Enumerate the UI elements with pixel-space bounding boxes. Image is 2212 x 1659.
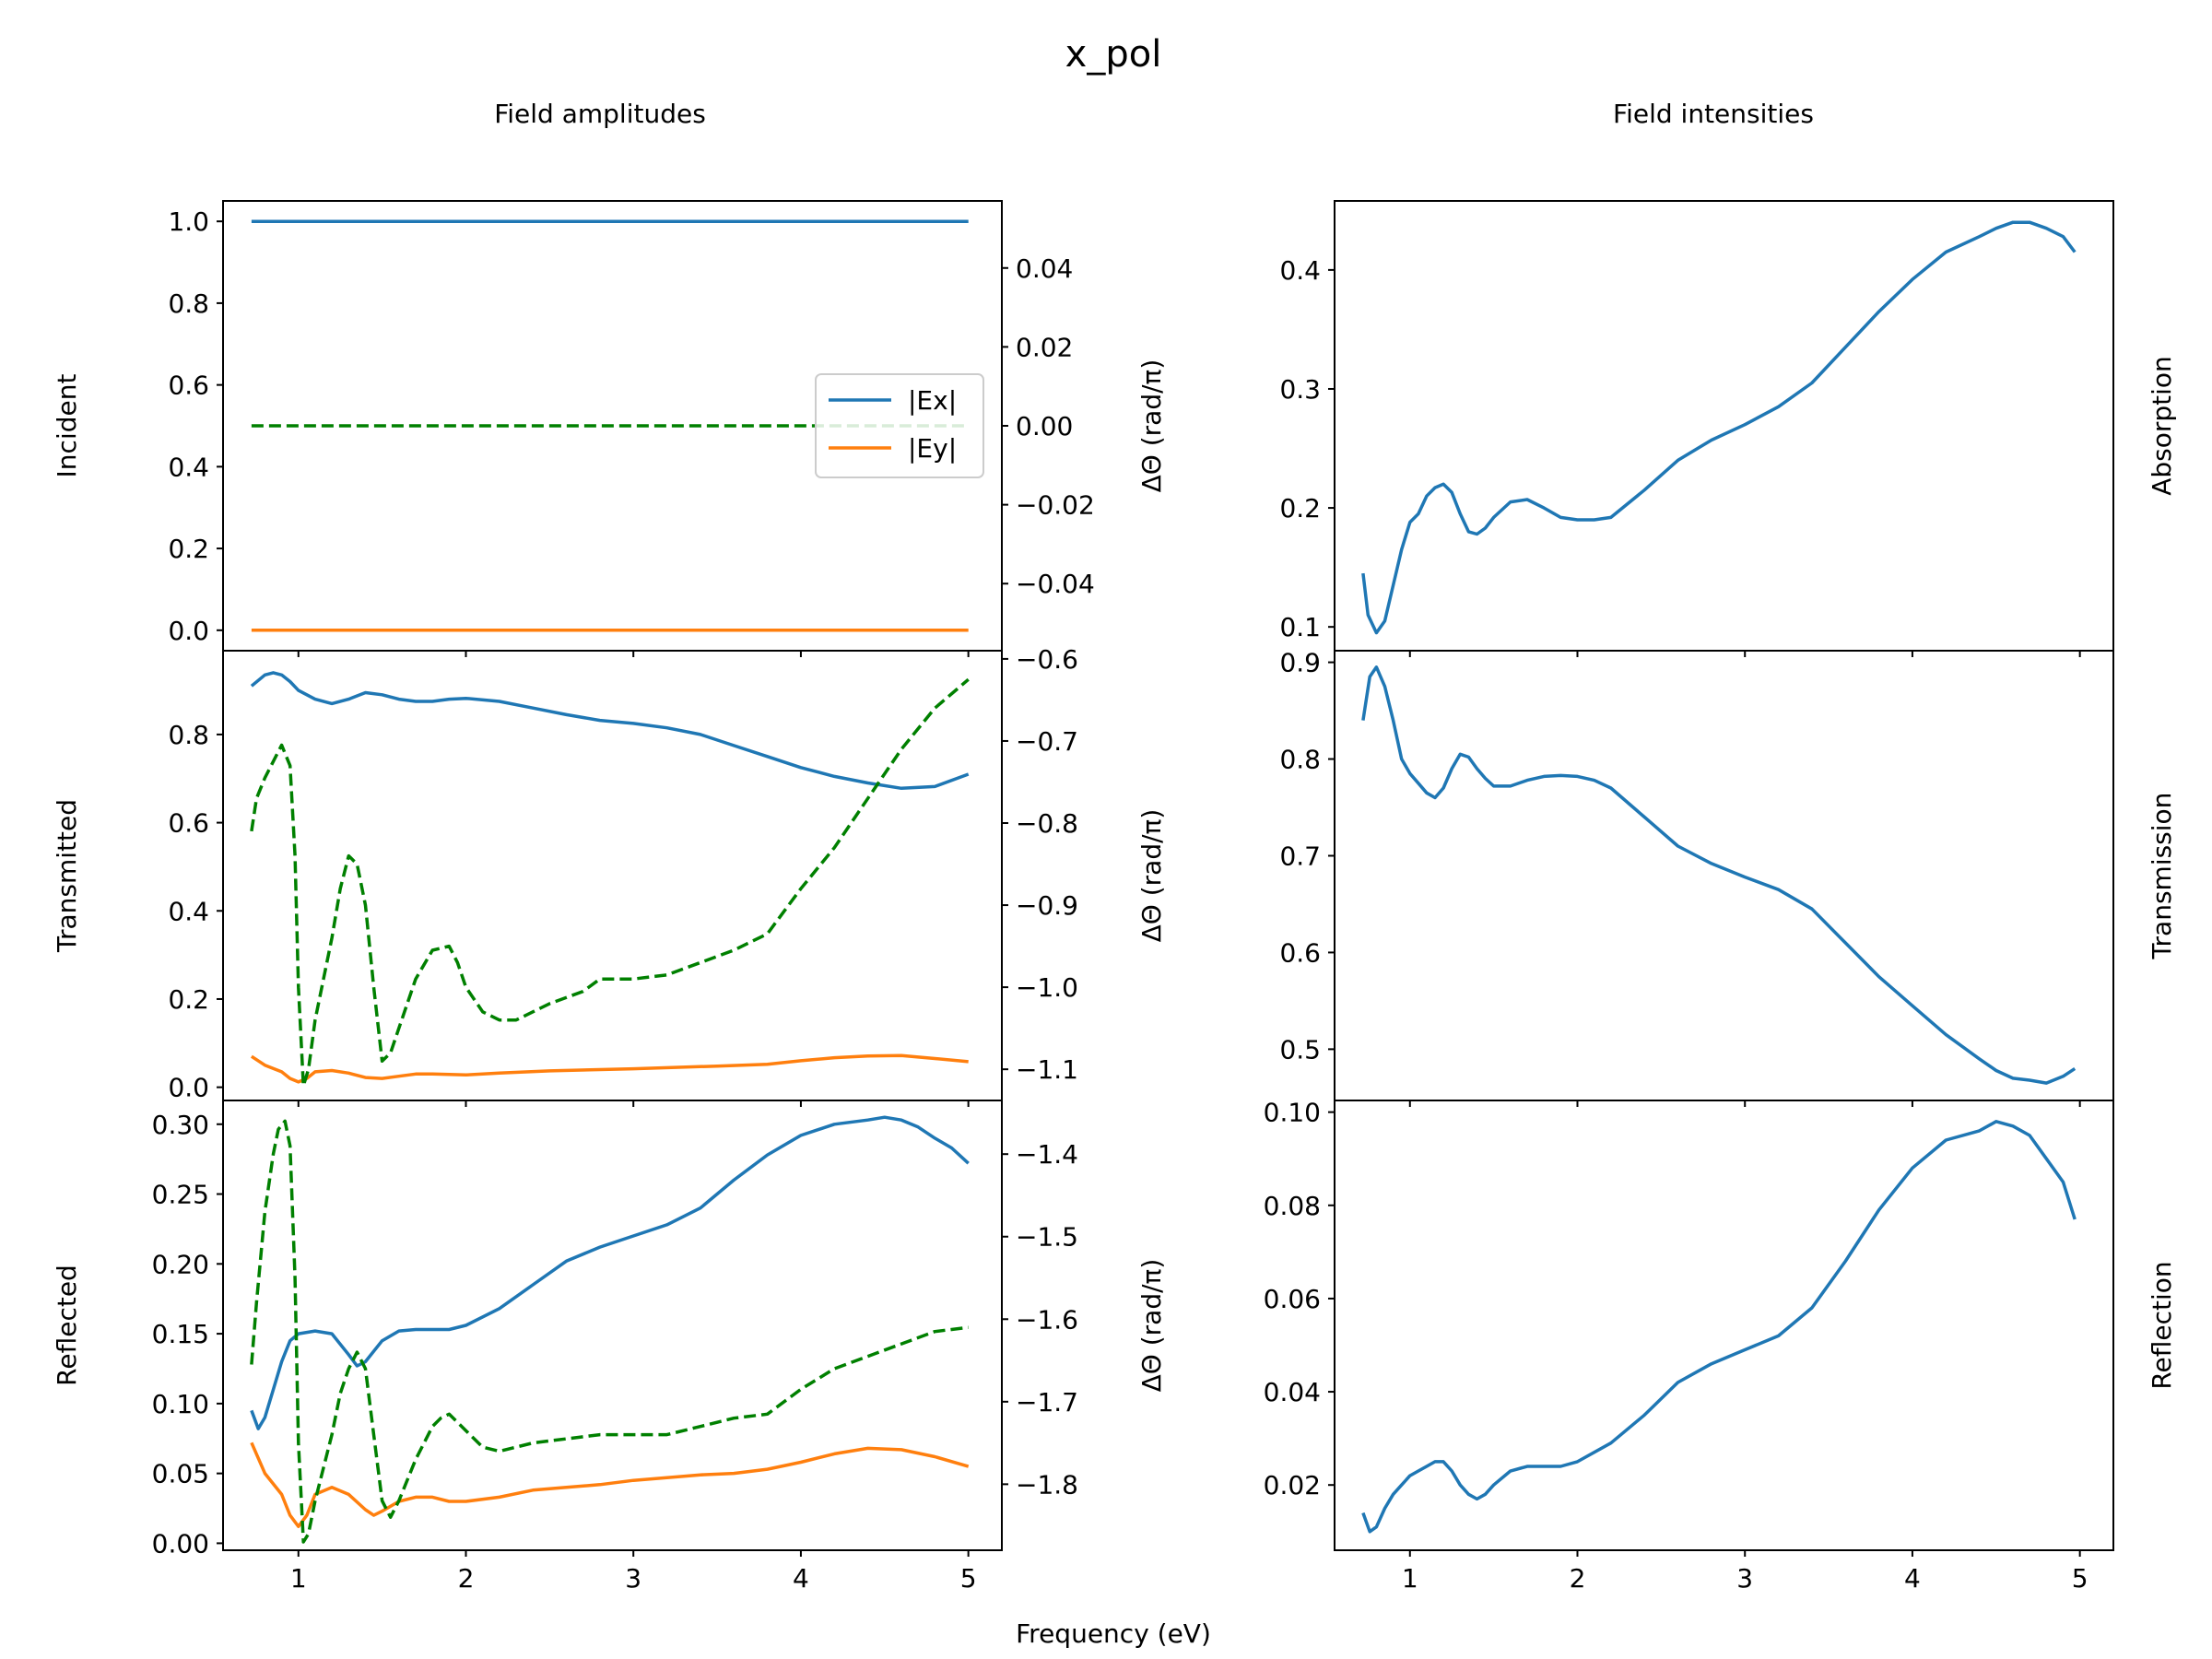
series-line-reflected-phase (250, 1119, 969, 1544)
figure-title: x_pol (1065, 33, 1162, 76)
panel-transmitted: 0.0 0.2 0.4 0.6 0.8 −1.1 −1.0 −0.9 −0.8 −0.7 −0.6 Δ… (52, 644, 1167, 1107)
column-title-intensities: Field intensities (1613, 99, 1814, 129)
twin-y-axis-label: ΔΘ (rad/π) (1136, 359, 1167, 493)
y-tick-label: 0.10 (1264, 1098, 1321, 1128)
twin-y-tick-label: −1.6 (1016, 1304, 1078, 1335)
twin-y-tick-label: −0.7 (1016, 726, 1078, 757)
y-tick-label: 0.8 (168, 288, 209, 319)
axes-frame (1334, 1100, 2114, 1551)
twin-y-tick-label: −1.5 (1016, 1222, 1078, 1253)
twin-y-tick-label: −1.1 (1016, 1054, 1078, 1085)
axes-frame (1334, 200, 2114, 652)
y-tick-label: 0.4 (168, 452, 209, 482)
panel-absorption: 0.1 0.2 0.3 0.4 Absorption (1279, 200, 2177, 657)
y-tick-label: 0.3 (1279, 374, 1321, 405)
y-tick-label: 0.1 (1279, 612, 1321, 642)
legend-entry-label: |Ey| (908, 433, 957, 464)
y-tick-label: 0.8 (168, 720, 209, 750)
legend-box (815, 373, 984, 478)
x-tick-label: 4 (793, 1563, 809, 1594)
y-tick-label: 0.00 (152, 1528, 209, 1559)
series-line-reflection-intensity (1361, 1120, 2077, 1534)
panel-reflected: 0.00 0.05 0.10 0.15 0.20 0.25 0.30 1 2 3 4 5 −1.8 −1.… (52, 1100, 1167, 1594)
y-tick-label: 0.2 (168, 984, 209, 1015)
series-line-transmission-intensity (1361, 665, 2077, 1085)
panel-label-transmitted: Transmitted (52, 799, 82, 953)
twin-y-tick-label: −0.02 (1016, 490, 1095, 521)
series-line-absorption-intensity (1361, 220, 2077, 635)
y-tick-label: 0.4 (1279, 255, 1321, 286)
y-tick-label: 0.6 (168, 808, 209, 839)
panel-label-incident: Incident (52, 374, 82, 478)
twin-y-tick-label: 0.04 (1016, 253, 1073, 284)
twin-y-axis-label: ΔΘ (rad/π) (1136, 809, 1167, 943)
y-tick-label: 0.4 (168, 896, 209, 926)
y-tick-label: 0.6 (1279, 937, 1321, 968)
panel-label-absorption: Absorption (2147, 356, 2177, 496)
x-axis-label: Frequency (eV) (1016, 1618, 1211, 1649)
x-tick-label: 4 (1904, 1563, 1921, 1594)
y-tick-label: 0.30 (152, 1110, 209, 1140)
y-tick-label: 0.02 (1264, 1470, 1321, 1500)
axes-frame (222, 1100, 1003, 1551)
panel-reflection: 0.02 0.04 0.06 0.08 0.10 1 2 3 4 5 Reflection (1264, 1098, 2177, 1594)
series-line-reflected-ey (250, 1441, 970, 1528)
x-tick-label: 5 (2072, 1563, 2088, 1594)
panel-incident: 0.0 0.2 0.4 0.6 0.8 1.0 −0.04 −0.02 0.00 0.02 0.04… (52, 200, 1167, 657)
panel-transmission: 0.5 0.6 0.7 0.8 0.9 Transmission (1279, 648, 2177, 1107)
axes-frame (1334, 650, 2114, 1101)
y-tick-label: 0.5 (1279, 1034, 1321, 1065)
y-tick-label: 0.08 (1264, 1191, 1321, 1221)
legend: |Ex| |Ey| (815, 373, 984, 478)
panel-label-reflected: Reflected (52, 1265, 82, 1386)
twin-y-tick-label: −1.4 (1016, 1139, 1078, 1170)
twin-y-tick-label: −1.7 (1016, 1387, 1078, 1418)
y-tick-label: 0.7 (1279, 841, 1321, 871)
y-tick-label: 0.2 (1279, 493, 1321, 524)
y-tick-label: 0.0 (168, 1073, 209, 1103)
x-tick-label: 1 (1402, 1563, 1418, 1594)
x-tick-label: 3 (625, 1563, 641, 1594)
y-tick-label: 0.06 (1264, 1284, 1321, 1314)
legend-entry-label: |Ex| (908, 385, 957, 416)
y-tick-label: 0.20 (152, 1249, 209, 1279)
y-tick-label: 0.05 (152, 1459, 209, 1489)
twin-y-tick-label: −1.0 (1016, 972, 1078, 1003)
x-tick-label: 1 (290, 1563, 307, 1594)
twin-y-tick-label: 0.02 (1016, 332, 1073, 362)
y-tick-label: 0.0 (168, 616, 209, 646)
column-title-amplitudes: Field amplitudes (494, 99, 706, 129)
twin-y-tick-label: −0.9 (1016, 890, 1078, 921)
series-line-reflected-ex (250, 1115, 970, 1430)
axes-frame (222, 650, 1003, 1101)
twin-y-axis-label: ΔΘ (rad/π) (1136, 1259, 1167, 1393)
x-tick-label: 5 (960, 1563, 977, 1594)
y-tick-label: 0.15 (152, 1319, 209, 1349)
series-line-transmitted-ey (250, 1053, 969, 1084)
panel-label-transmission: Transmission (2147, 793, 2177, 960)
y-tick-label: 0.8 (1279, 745, 1321, 775)
x-tick-label: 3 (1736, 1563, 1753, 1594)
panels: 0.00.20.40.60.81.0−0.04−0.020.000.020.04… (52, 200, 2177, 1594)
y-tick-label: 0.6 (168, 371, 209, 401)
y-tick-label: 0.04 (1264, 1377, 1321, 1407)
series-line-transmitted-ex (250, 671, 970, 791)
x-tick-label: 2 (1570, 1563, 1586, 1594)
y-tick-label: 0.2 (168, 534, 209, 564)
twin-y-tick-label: −0.8 (1016, 808, 1078, 839)
y-tick-label: 1.0 (168, 206, 209, 237)
y-tick-label: 0.10 (152, 1389, 209, 1419)
twin-y-tick-label: 0.00 (1016, 411, 1073, 441)
series-line-transmitted-phase (250, 677, 970, 1088)
y-tick-label: 0.9 (1279, 648, 1321, 678)
twin-y-tick-label: −0.6 (1016, 644, 1078, 675)
panel-label-reflection: Reflection (2147, 1261, 2177, 1389)
y-tick-label: 0.25 (152, 1180, 209, 1210)
x-tick-label: 2 (458, 1563, 475, 1594)
twin-y-tick-label: −0.04 (1016, 569, 1095, 599)
twin-y-tick-label: −1.8 (1016, 1469, 1078, 1500)
